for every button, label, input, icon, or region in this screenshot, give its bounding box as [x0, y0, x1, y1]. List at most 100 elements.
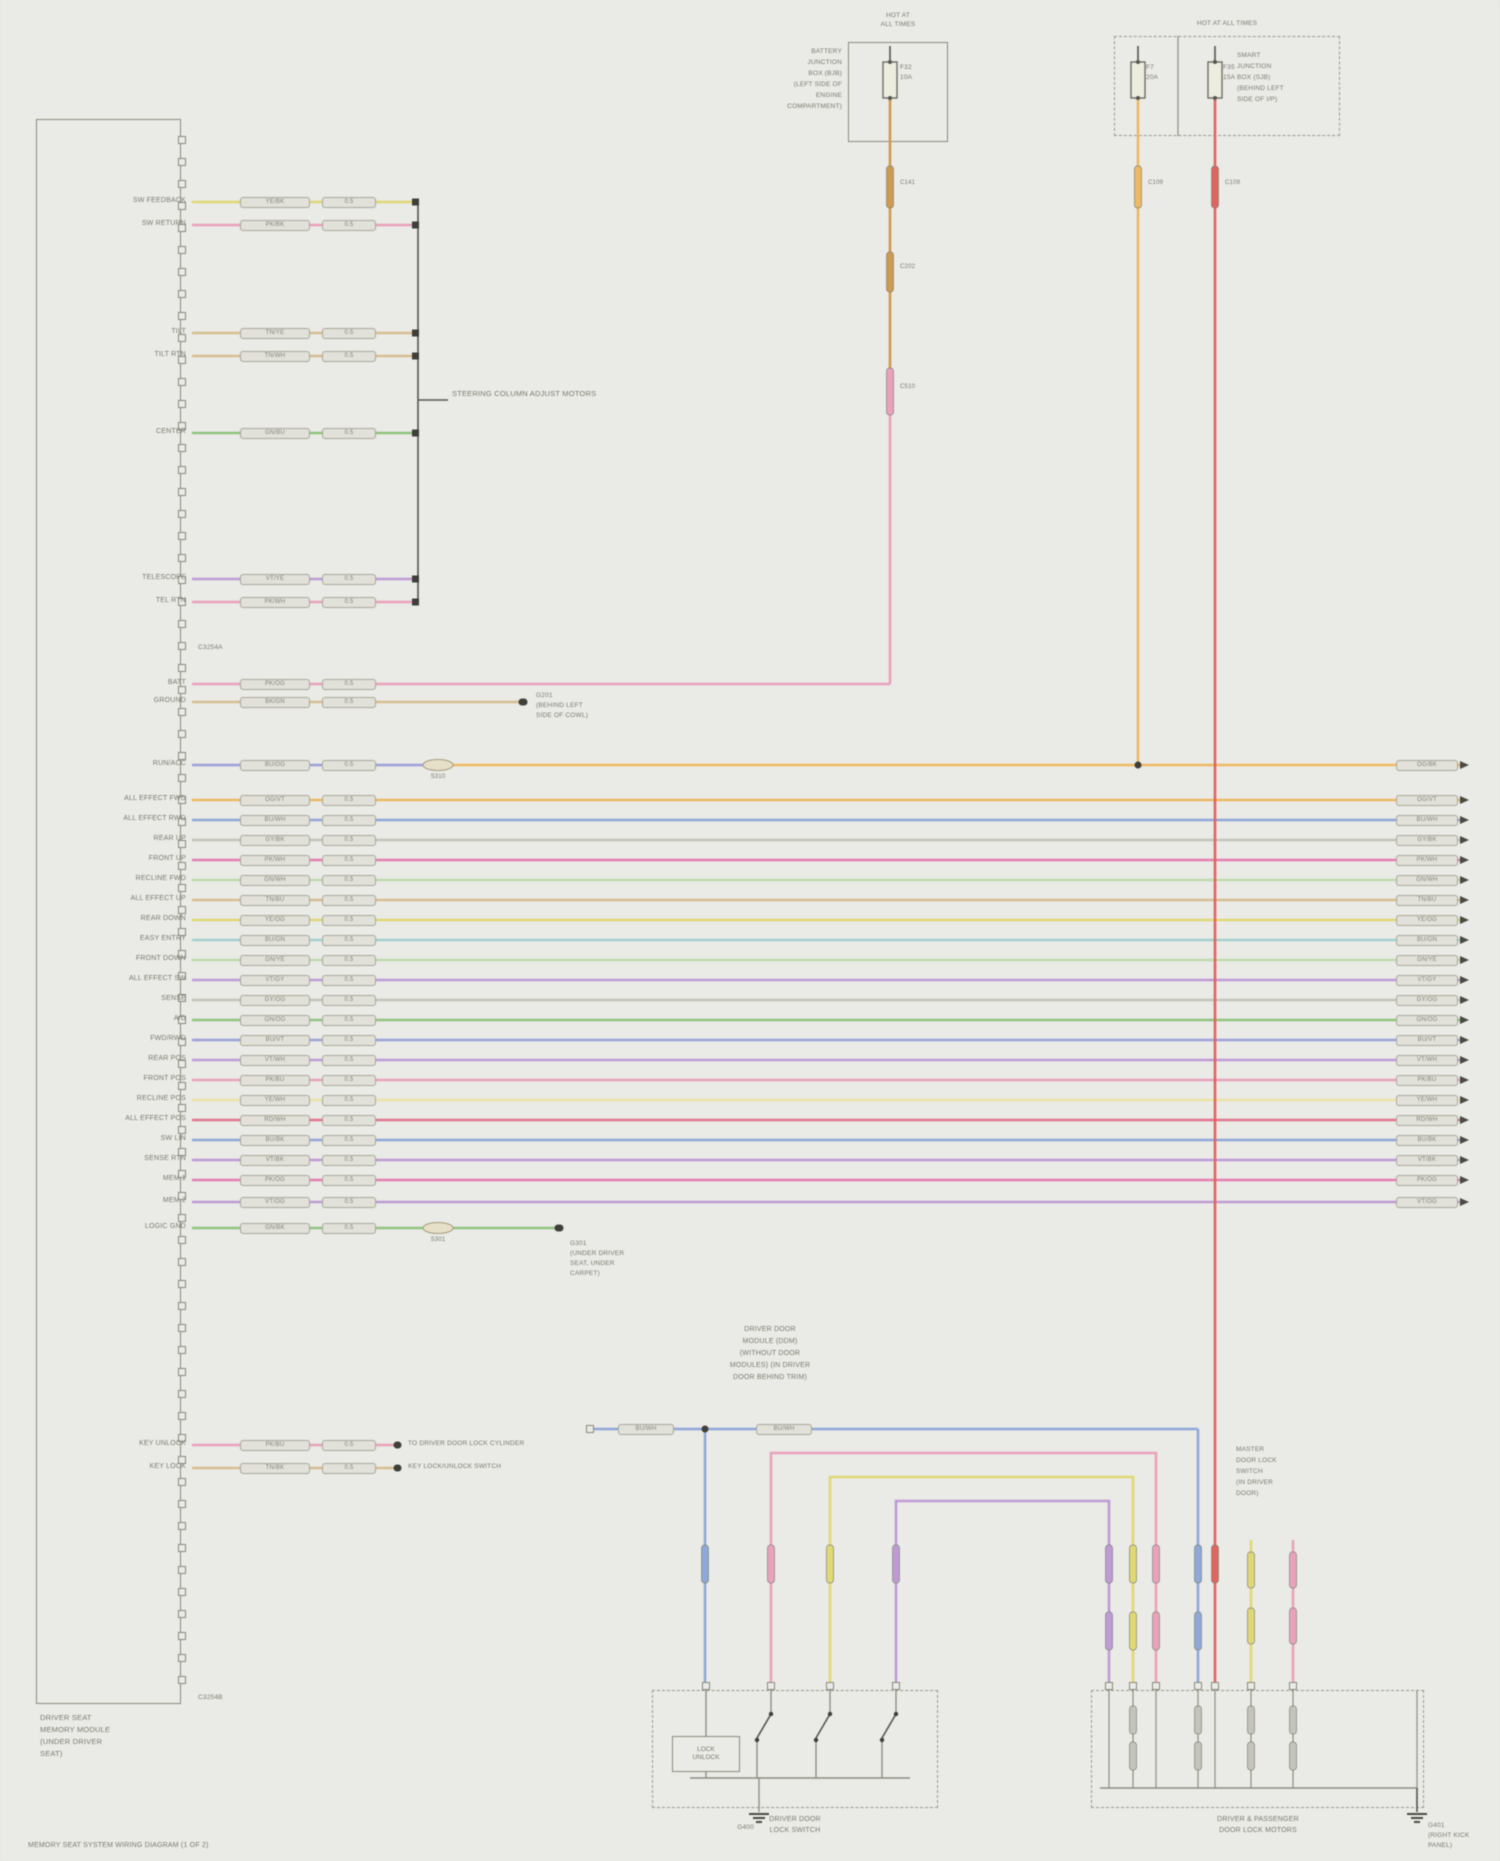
wire-code-box: 0.5	[322, 934, 376, 946]
wire-continuation-arrow	[1460, 761, 1469, 769]
module-pin	[178, 598, 186, 606]
wire-code-box: BU/GN	[240, 934, 310, 946]
wire-continuation-arrow	[1460, 936, 1469, 944]
diagram-text: MODULES) (IN DRIVER	[729, 1362, 811, 1369]
diagram-text: G301	[570, 1240, 587, 1247]
inline-connector	[1247, 1551, 1255, 1589]
diagram-text: C3254A	[198, 644, 223, 651]
wire-code-box: 0.5	[322, 1094, 376, 1106]
connector-pin	[767, 1682, 775, 1690]
terminal-square	[412, 329, 419, 337]
inline-connector	[1211, 1544, 1219, 1584]
wire-code-box: 0.5	[322, 1034, 376, 1046]
wire-code-box: TN/BU	[240, 894, 310, 906]
module-pin	[178, 576, 186, 584]
wire-code-box: 0.5	[322, 1054, 376, 1066]
diagram-text: DRIVER SEAT	[40, 1713, 92, 1722]
fuse-terminal	[1136, 96, 1140, 100]
diagram-text: DRIVER DOOR	[744, 1326, 796, 1333]
diagram-text: JUNCTION	[807, 59, 842, 66]
wire-code-box: YE/WH	[1396, 1094, 1458, 1106]
diagram-text: 20A	[1146, 74, 1159, 81]
wire-code-box: GN/OG	[1396, 1014, 1458, 1026]
wire-continuation-arrow	[1460, 796, 1469, 804]
module-pin	[178, 1192, 186, 1200]
diagram-text: F35	[1223, 64, 1235, 71]
junction-dot	[768, 1711, 774, 1717]
wire	[756, 1713, 772, 1739]
diagram-text: G201	[536, 692, 553, 699]
wire-code-box: 0.5	[322, 894, 376, 906]
wire-code-box: 0.5	[322, 759, 376, 771]
wire-label-left: RECLINE POS	[136, 1095, 186, 1102]
junction-dot	[701, 1425, 709, 1433]
wire-code-box: 0.5	[322, 854, 376, 866]
diagram-text: DOOR LOCK MOTORS	[1219, 1827, 1297, 1834]
wire	[828, 1475, 1135, 1690]
module-pin	[178, 1016, 186, 1024]
module-pin	[178, 1368, 186, 1376]
diagram-text: (IN DRIVER	[1236, 1479, 1274, 1486]
inline-connector	[1194, 1611, 1202, 1651]
wire-continuation-arrow	[1460, 956, 1469, 964]
wire-label-left: KEY UNLOCK	[139, 1440, 186, 1447]
diagram-text: HOT AT	[885, 12, 911, 19]
wire-code-box: YE/OG	[240, 914, 310, 926]
module-pin	[178, 686, 186, 694]
wire-code-box: 0.5	[322, 573, 376, 585]
wire-continuation-arrow	[1460, 816, 1469, 824]
wire-continuation-arrow	[1460, 1156, 1469, 1164]
wire-code-box: 0.5	[322, 1154, 376, 1166]
diagram-text: SMART	[1237, 52, 1261, 59]
diagram-text: (BEHIND LEFT	[1237, 85, 1284, 92]
diagram-text: G401	[1428, 1822, 1445, 1829]
wire-label-left: BATT	[167, 679, 186, 686]
component-box: LOCK UNLOCK	[672, 1736, 740, 1772]
diagram-text: DRIVER & PASSENGER	[1217, 1816, 1299, 1823]
wire-code-box: TN/BK	[240, 1462, 310, 1474]
module-pin	[178, 1654, 186, 1662]
junction-dot	[393, 1464, 401, 1472]
diagram-text: BATTERY	[811, 48, 842, 55]
diagram-text: C109	[1225, 180, 1241, 186]
inline-connector	[886, 367, 894, 416]
inline-connector	[1134, 165, 1142, 209]
wire-label-left: ALL EFFECT FWD	[124, 795, 186, 802]
module-pin	[178, 400, 186, 408]
diagram-text: ALL TIMES	[880, 21, 916, 28]
diagram-text: COMPARTMENT)	[787, 103, 842, 110]
module-pin	[178, 1214, 186, 1222]
terminal-square	[412, 198, 419, 206]
module-pin	[178, 158, 186, 166]
diagram-text: SEAT)	[40, 1749, 63, 1758]
fuse	[882, 61, 898, 99]
diagram-text: DOOR)	[1236, 1490, 1259, 1497]
inline-connector	[1247, 1741, 1255, 1771]
wire-code-box: PK/BU	[240, 1074, 310, 1086]
wire-label-left: TELESCOPE	[142, 574, 186, 581]
wire	[815, 1713, 831, 1739]
module-pin	[178, 290, 186, 298]
module-pin	[178, 1412, 186, 1420]
wire-code-box: TN/WH	[240, 350, 310, 362]
fuse-terminal	[1213, 60, 1217, 64]
junction-dot	[1134, 761, 1142, 769]
module-pin	[178, 1324, 186, 1332]
terminal-square	[412, 598, 419, 606]
wire-code-box: PK/OG	[1396, 1174, 1458, 1186]
module-pin	[178, 840, 186, 848]
diagram-text: C141	[900, 180, 916, 186]
wire-label-left: ALL EFFECT UP	[130, 895, 186, 902]
connector-pin	[826, 1682, 834, 1690]
diagram-text: MODULE (DDM)	[742, 1338, 798, 1345]
diagram-text: 15A	[1223, 74, 1236, 81]
wire-code-box: 0.5	[322, 1222, 376, 1234]
wire-continuation-arrow	[1460, 876, 1469, 884]
wire-code-box: 0.5	[322, 596, 376, 608]
wire-code-box: PK/BU	[240, 1439, 310, 1451]
wire-code-box: 0.5	[322, 327, 376, 339]
module-pin	[178, 1038, 186, 1046]
module-pin	[178, 1302, 186, 1310]
wire-code-box: PK/BU	[1396, 1074, 1458, 1086]
